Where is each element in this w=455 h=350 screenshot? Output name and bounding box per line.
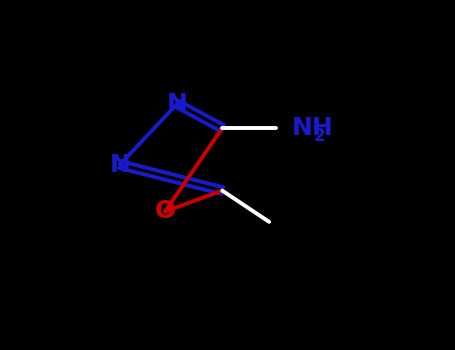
- Text: NH: NH: [292, 116, 334, 140]
- Text: O: O: [154, 199, 176, 223]
- Text: N: N: [167, 92, 187, 116]
- Text: N: N: [109, 153, 130, 177]
- Text: 2: 2: [313, 127, 325, 145]
